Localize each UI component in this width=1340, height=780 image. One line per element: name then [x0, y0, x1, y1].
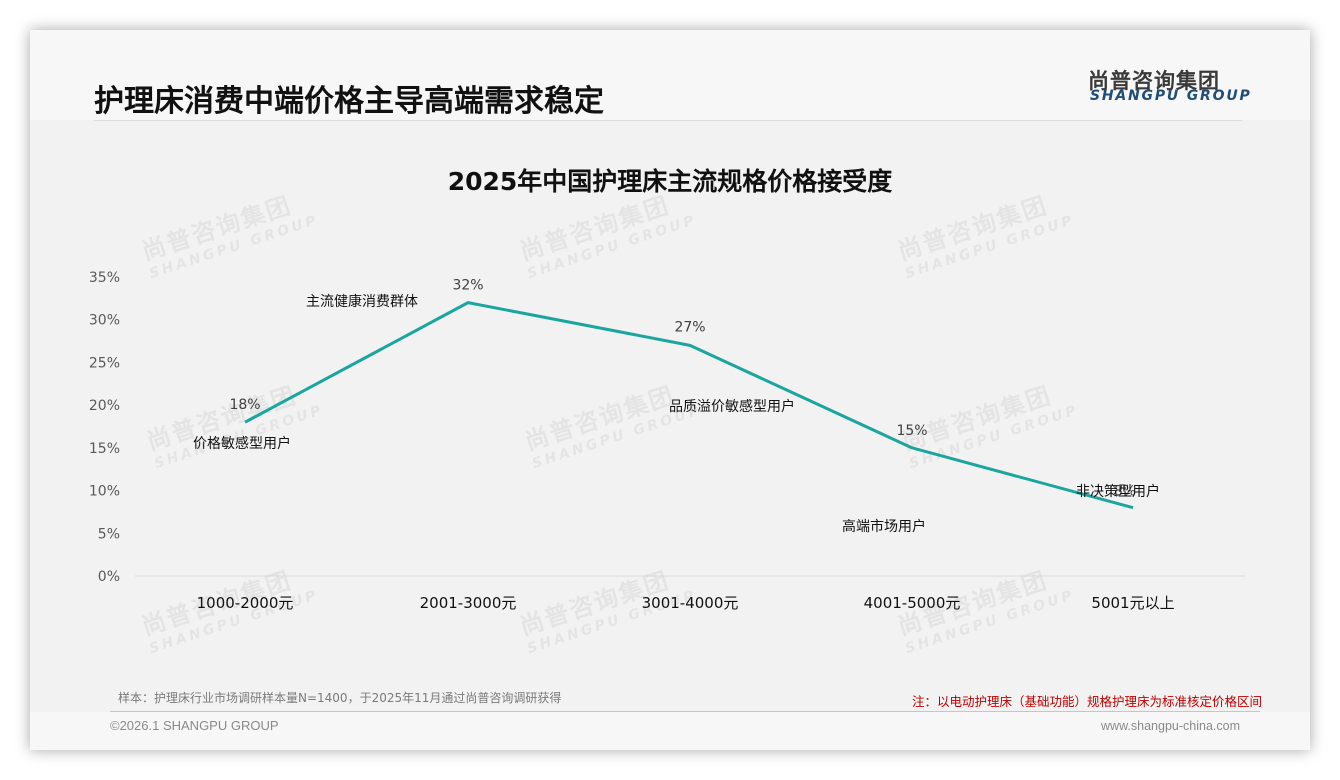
methodology-note: 注：以电动护理床（基础功能）规格护理床为标准核定价格区间: [911, 694, 1262, 709]
y-tick-label: 35%: [89, 270, 120, 286]
x-tick-label: 4001-5000元: [864, 594, 961, 612]
x-axis-ticks: 1000-2000元 2001-3000元 3001-4000元 4001-5000元…: [197, 594, 1175, 612]
data-labels: 18% 32% 27% 15% 8%: [229, 278, 1136, 500]
website-link[interactable]: www.shangpu-china.com: [1101, 719, 1240, 733]
data-label: 32%: [452, 278, 483, 294]
annotation-label: 高端市场用户: [842, 518, 926, 535]
annotation-label: 非决策型用户: [1076, 483, 1160, 500]
y-tick-label: 5%: [98, 526, 120, 542]
footer-divider: [110, 711, 1260, 712]
data-label: 18%: [229, 397, 260, 413]
annotation-label: 价格敏感型用户: [193, 435, 291, 452]
logo-english: SHANGPU GROUP: [1090, 88, 1252, 104]
y-tick-label: 10%: [89, 484, 120, 500]
header-divider: [94, 120, 1242, 121]
data-label: 8%: [1114, 484, 1136, 500]
data-label: 15%: [896, 423, 927, 439]
copyright: ©2026.1 SHANGPU GROUP: [110, 718, 279, 733]
x-tick-label: 3001-4000元: [642, 594, 739, 612]
sample-note: 样本：护理床行业市场调研样本量N=1400，于2025年11月通过尚普咨询调研获…: [118, 691, 562, 705]
annotation-label: 主流健康消费群体: [306, 293, 418, 310]
logo-chinese: 尚普咨询集团: [1088, 69, 1220, 93]
annotation-label: 品质溢价敏感型用户: [669, 398, 795, 415]
line-chart: 0% 5% 10% 15% 20% 25% 30% 35% 18% 32% 27% 15% 8% 价格…: [89, 270, 1245, 612]
footer-band: [30, 712, 1310, 750]
y-tick-label: 30%: [89, 313, 120, 329]
x-tick-label: 2001-3000元: [420, 594, 517, 612]
series-line: [244, 301, 1134, 510]
slide-card: 护理床消费中端价格主导高端需求稳定 尚普咨询集团 SHANGPU GROUP 尚…: [30, 30, 1310, 750]
x-tick-label: 5001元以上: [1091, 594, 1174, 612]
page-title: 护理床消费中端价格主导高端需求稳定: [94, 84, 604, 119]
y-axis-ticks: 0% 5% 10% 15% 20% 25% 30% 35%: [89, 270, 120, 585]
chart-title: 2025年中国护理床主流规格价格接受度: [447, 167, 893, 196]
y-tick-label: 20%: [89, 398, 120, 414]
data-label: 27%: [674, 319, 705, 335]
x-tick-label: 1000-2000元: [197, 594, 294, 612]
header-band: [30, 30, 1310, 120]
y-tick-label: 25%: [89, 355, 120, 371]
y-tick-label: 15%: [89, 441, 120, 457]
y-tick-label: 0%: [98, 569, 120, 585]
